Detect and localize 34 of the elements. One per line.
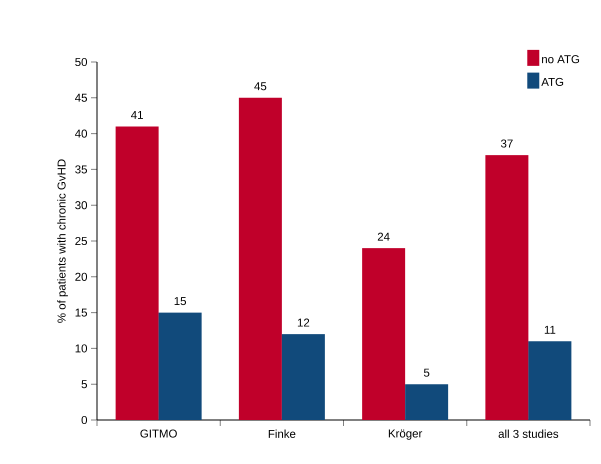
y-tick-label: 5 xyxy=(82,380,87,388)
data-label: 12 xyxy=(298,318,310,327)
legend-label: ATG xyxy=(541,78,564,86)
y-axis-title: % of patients with chronic GvHD xyxy=(57,159,68,323)
data-label: 41 xyxy=(131,111,143,119)
data-label: 15 xyxy=(174,297,186,306)
data-label: 37 xyxy=(500,139,513,148)
data-label: 24 xyxy=(378,232,390,241)
y-tick-label: 20 xyxy=(75,272,88,281)
bar xyxy=(485,155,528,420)
x-tick-label: all 3 studies xyxy=(498,430,558,438)
bar xyxy=(362,248,406,420)
data-label: 11 xyxy=(544,326,556,334)
y-tick-label: 45 xyxy=(75,94,87,102)
y-tick-label: 25 xyxy=(75,236,87,246)
y-tick-label: 30 xyxy=(75,201,88,210)
y-tick-label: 40 xyxy=(75,130,88,138)
x-tick-label: GITMO xyxy=(140,430,177,438)
bar xyxy=(238,98,282,420)
bar xyxy=(116,126,159,420)
y-tick-label: 15 xyxy=(76,308,87,317)
data-label: 45 xyxy=(254,82,266,90)
legend-label: no ATG xyxy=(542,55,580,64)
x-tick-label: Finke xyxy=(268,430,296,438)
y-tick-label: 0 xyxy=(82,416,88,424)
y-tick-label: 35 xyxy=(75,165,87,174)
bar xyxy=(158,312,202,420)
bar xyxy=(405,384,448,420)
bar xyxy=(282,334,325,420)
y-tick-label: 10 xyxy=(76,344,88,352)
x-tick-label: Kröger xyxy=(388,430,422,440)
y-tick-label: 50 xyxy=(75,58,88,66)
data-label: 5 xyxy=(424,368,430,377)
bar xyxy=(528,341,572,420)
